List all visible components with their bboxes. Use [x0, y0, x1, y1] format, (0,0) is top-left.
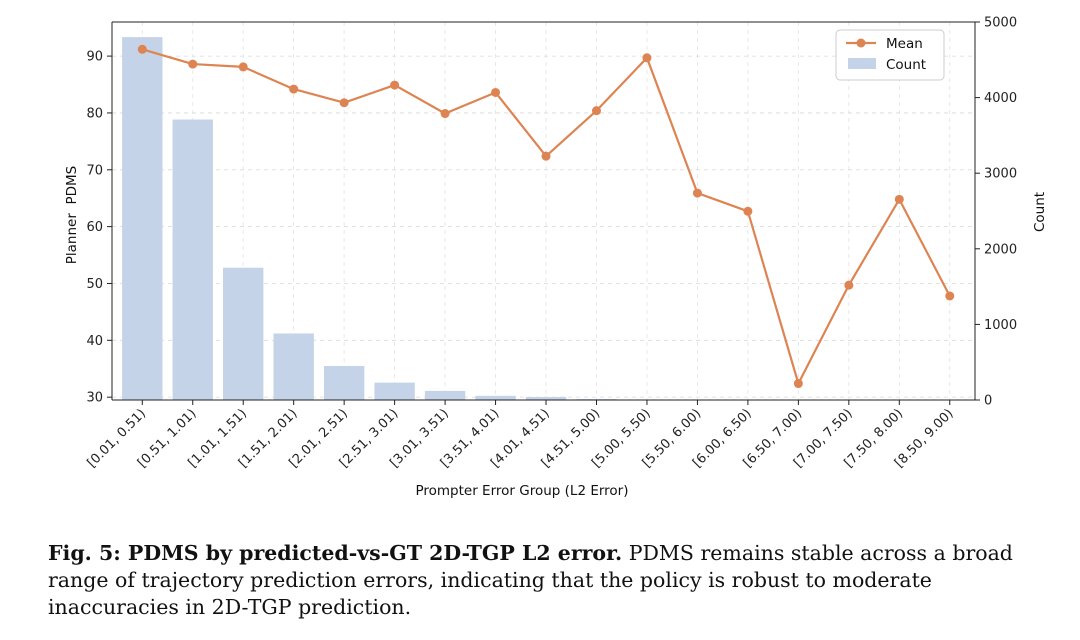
axes	[111, 21, 976, 401]
legend: Mean Count	[835, 29, 945, 81]
count-bars	[122, 37, 970, 401]
x-axis-title: Prompter Error Group (L2 Error)	[415, 483, 628, 499]
legend-count-label: Count	[886, 57, 926, 73]
y-right-tick-label: 1000	[984, 318, 1017, 333]
legend-count-swatch-icon	[848, 58, 876, 69]
mean-line	[137, 44, 955, 389]
y-left-tick-label: 70	[86, 163, 103, 178]
y-left-tick-label: 30	[86, 391, 103, 406]
mean-point	[238, 62, 248, 72]
mean-point	[541, 151, 551, 161]
mean-point	[289, 84, 299, 94]
count-bar	[475, 395, 516, 400]
y-left-tick-label: 90	[86, 50, 103, 65]
mean-point	[137, 44, 147, 54]
y-left-tick-label: 60	[86, 220, 103, 235]
mean-point	[793, 379, 803, 389]
mean-point	[339, 98, 349, 108]
count-bar	[273, 333, 314, 400]
y-axis-left-title: Planner PDMS	[64, 166, 80, 264]
mean-point	[844, 280, 854, 290]
mean-point	[591, 106, 601, 116]
mean-point	[894, 194, 904, 204]
tick-labels: 30405060708090010002000300040005000[0.01…	[85, 16, 1018, 471]
count-bar	[323, 365, 365, 400]
mean-point	[743, 206, 753, 216]
count-bar	[122, 37, 163, 401]
y-right-tick-label: 3000	[984, 167, 1017, 182]
count-bar	[424, 390, 466, 400]
y-axis-right-title: Count	[1032, 192, 1048, 232]
y-left-tick-label: 80	[86, 106, 103, 121]
mean-point	[945, 291, 955, 301]
caption-label: Fig. 5: PDMS by predicted-vs-GT 2D-TGP L…	[48, 541, 623, 565]
legend-mean-label: Mean	[886, 36, 923, 52]
mean-point	[642, 53, 652, 63]
chart: 30405060708090010002000300040005000[0.01…	[64, 16, 1048, 500]
y-right-tick-label: 5000	[984, 16, 1017, 31]
count-bar	[525, 396, 567, 400]
count-bar	[172, 119, 213, 401]
mean-point	[440, 109, 450, 119]
mean-point	[390, 80, 400, 90]
y-left-tick-label: 50	[86, 277, 103, 292]
y-left-tick-label: 40	[86, 334, 103, 349]
y-right-tick-label: 0	[984, 394, 992, 409]
mean-point	[188, 59, 198, 69]
legend-mean-marker-icon	[856, 38, 866, 48]
mean-point	[692, 188, 702, 198]
figure-caption: Fig. 5: PDMS by predicted-vs-GT 2D-TGP L…	[48, 540, 1068, 621]
y-right-tick-label: 2000	[984, 242, 1017, 257]
count-bar	[374, 382, 415, 400]
y-right-tick-label: 4000	[984, 91, 1017, 106]
caption-text: PDMS remains stable across a broad range…	[48, 541, 1013, 619]
count-bar	[223, 267, 264, 400]
mean-point	[491, 87, 501, 97]
